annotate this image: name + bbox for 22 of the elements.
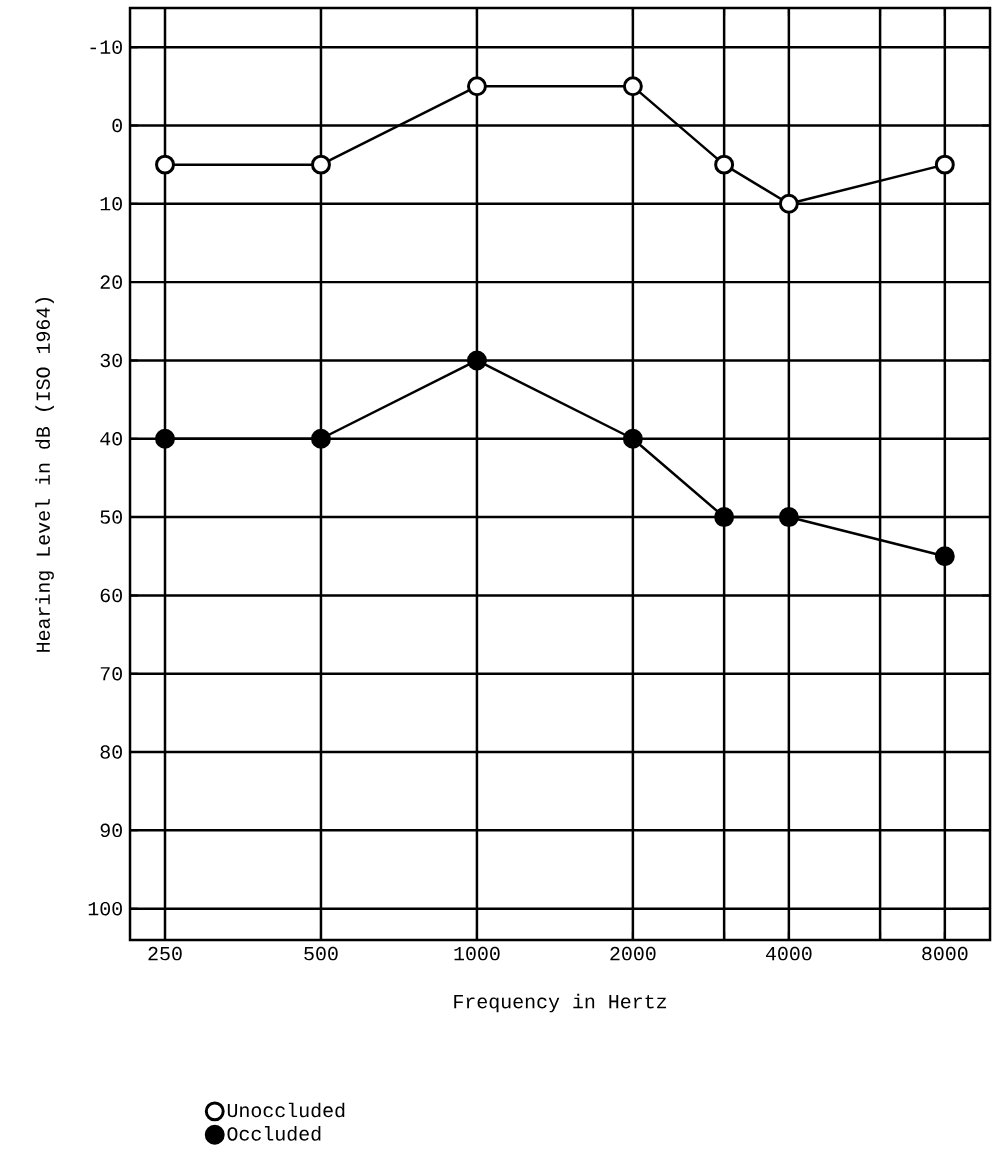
x-tick-label: 500 [304, 946, 338, 961]
x-tick-label: 250 [148, 946, 182, 961]
y-tick-label: 60 [100, 588, 122, 603]
y-axis-title: Hearing Level in dB (ISO 1964) [35, 298, 54, 652]
legend-label: Occluded [227, 1126, 321, 1141]
y-tick-label: 70 [100, 666, 122, 681]
y-tick-label: 100 [88, 901, 122, 916]
y-tick-label: 40 [100, 432, 122, 446]
x-tick-label: 4000 [765, 946, 812, 961]
x-tick-label: 2000 [610, 946, 656, 961]
y-tick-label: -10 [90, 40, 122, 54]
y-tick-label: 50 [100, 510, 122, 524]
legend-label: Unoccluded [227, 1102, 345, 1118]
y-tick-label: 30 [100, 353, 122, 368]
y-tick-label: 10 [100, 197, 122, 211]
x-tick-label: 8000 [922, 946, 968, 961]
x-axis-title: Frequency in Hertz [454, 993, 667, 1013]
y-tick-label: 90 [100, 823, 122, 838]
y-tick-label: 0 [112, 118, 122, 133]
x-tick-label: 1000 [454, 946, 500, 961]
y-tick-label: 20 [100, 275, 122, 289]
y-tick-label: 80 [100, 745, 122, 759]
